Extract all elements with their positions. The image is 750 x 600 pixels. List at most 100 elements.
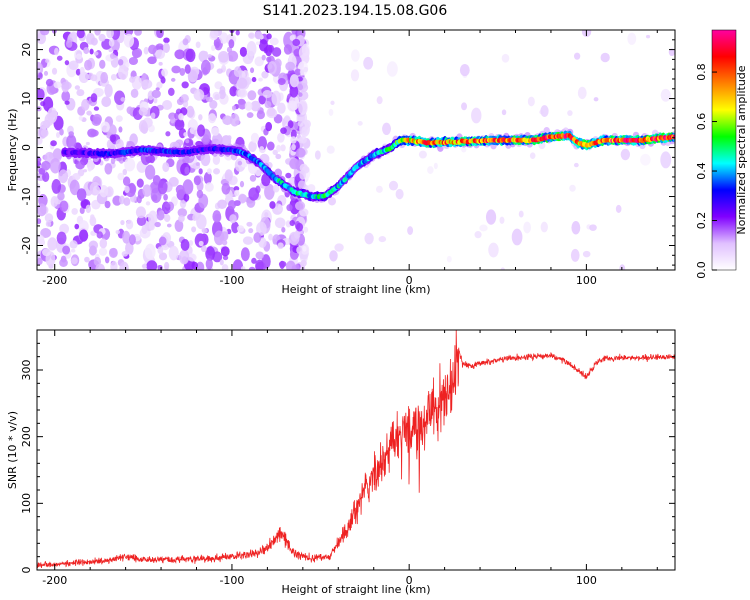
spectrogram-xlabel: Height of straight line (km) <box>281 283 430 296</box>
noise-speck <box>577 86 587 100</box>
noise-speck <box>237 88 248 98</box>
colorbar-tick-label: 0.4 <box>695 162 708 180</box>
noise-speck <box>328 108 334 116</box>
noise-speck <box>168 245 179 261</box>
noise-speck <box>198 114 203 121</box>
noise-speck <box>267 61 277 75</box>
noise-speck <box>145 201 151 206</box>
noise-speck <box>54 47 59 56</box>
noise-speck <box>461 102 468 111</box>
noise-speck <box>231 221 239 234</box>
noise-speck <box>168 87 175 96</box>
noise-speck <box>196 261 205 270</box>
spectrogram-frame <box>36 29 676 271</box>
noise-speck <box>174 119 185 131</box>
noise-speck <box>193 175 201 186</box>
noise-speck <box>249 174 257 182</box>
noise-speck <box>218 32 229 44</box>
noise-speck <box>219 85 226 95</box>
noise-speck <box>518 210 524 218</box>
noise-speck <box>261 71 269 79</box>
noise-speck <box>128 56 139 66</box>
noise-speck <box>268 233 273 241</box>
noise-speck <box>511 228 523 246</box>
noise-speck <box>42 171 50 183</box>
noise-speck <box>184 64 191 74</box>
noise-speck <box>540 105 549 117</box>
noise-speck <box>145 164 156 180</box>
noise-speck <box>141 79 153 89</box>
noise-speck <box>84 59 93 71</box>
noise-speck <box>146 260 158 270</box>
noise-speck <box>37 68 41 73</box>
noise-speck <box>182 38 189 46</box>
y-tick-label: 20 <box>20 43 33 57</box>
noise-speck <box>298 45 310 60</box>
noise-speck <box>224 169 233 182</box>
noise-speck <box>138 119 148 133</box>
noise-speck <box>179 198 187 209</box>
y-tick-label: 0 <box>20 144 33 151</box>
noise-speck <box>183 132 188 137</box>
noise-speck <box>120 219 125 226</box>
y-tick-label: 10 <box>20 92 33 106</box>
noise-speck <box>178 249 190 265</box>
noise-speck <box>158 236 167 246</box>
noise-speck <box>138 107 148 116</box>
noise-speck <box>110 260 118 270</box>
colorbar-label: Normalized spectral amplitude <box>735 65 748 234</box>
y-tick-label: -20 <box>20 237 33 255</box>
noise-speck <box>193 89 205 101</box>
y-tick-label: 300 <box>20 360 33 381</box>
noise-speck <box>78 115 83 121</box>
noise-speck <box>500 267 505 270</box>
noise-speck <box>290 136 297 144</box>
noise-speck <box>314 150 321 160</box>
noise-speck <box>615 204 622 213</box>
noise-speck <box>248 228 254 234</box>
noise-speck <box>264 100 272 109</box>
noise-speck <box>61 81 72 90</box>
noise-speck <box>75 68 81 76</box>
noise-speck <box>446 255 452 263</box>
noise-speck <box>303 226 309 233</box>
noise-speck <box>211 44 216 52</box>
noise-speck <box>59 128 64 136</box>
noise-speck <box>65 39 73 48</box>
noise-speck <box>246 112 254 118</box>
noise-speck <box>57 191 65 201</box>
noise-speck <box>297 92 303 97</box>
noise-speck <box>92 185 101 195</box>
noise-speck <box>215 41 220 49</box>
noise-speck <box>239 180 245 188</box>
noise-speck <box>90 74 98 82</box>
noise-speck <box>93 106 100 111</box>
noise-speck <box>90 93 98 103</box>
noise-speck <box>295 147 306 158</box>
noise-speck <box>247 90 257 101</box>
noise-speck <box>70 248 76 253</box>
noise-speck <box>81 99 90 111</box>
noise-speck <box>221 182 231 195</box>
noise-speck <box>76 89 85 97</box>
noise-speck <box>233 186 240 191</box>
noise-speck <box>297 180 306 190</box>
noise-speck <box>68 131 75 137</box>
noise-speck <box>350 49 360 62</box>
noise-speck <box>84 256 90 263</box>
noise-speck <box>51 178 62 194</box>
noise-speck <box>117 172 125 181</box>
x-tick-label: 100 <box>576 574 597 587</box>
noise-speck <box>582 250 591 258</box>
noise-speck <box>108 38 115 47</box>
noise-speck <box>142 101 148 108</box>
noise-speck <box>229 214 237 224</box>
noise-speck <box>233 66 242 78</box>
noise-speck <box>59 223 70 235</box>
noise-speck <box>240 266 246 270</box>
noise-speck <box>330 100 335 105</box>
colorbar-tick-label: 0.8 <box>695 63 708 81</box>
colorbar: 0.0 0.2 0.4 0.6 0.8 Normalized spectral ampl… <box>695 29 748 279</box>
noise-speck <box>195 162 200 167</box>
